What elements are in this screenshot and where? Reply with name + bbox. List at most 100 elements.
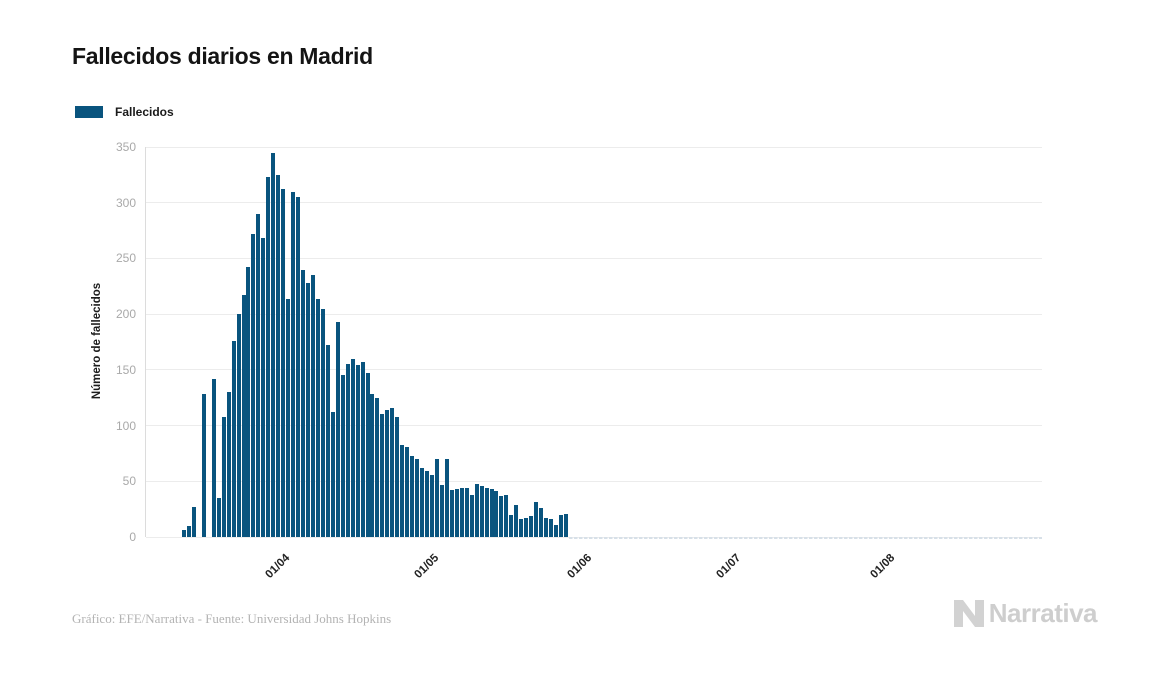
bar-13/03[interactable] xyxy=(186,526,191,537)
bar-15/04[interactable] xyxy=(350,359,355,537)
bar-26/05[interactable] xyxy=(554,525,558,537)
bar-19/03[interactable] xyxy=(216,498,221,537)
bar-05/05[interactable] xyxy=(449,490,454,537)
bar-18/03[interactable] xyxy=(211,379,216,537)
bar-12/05[interactable] xyxy=(484,488,489,537)
legend-label: Fallecidos xyxy=(115,105,174,119)
bar-22/03[interactable] xyxy=(231,341,236,537)
bar-18/04[interactable] xyxy=(365,373,370,537)
bar-28/03[interactable] xyxy=(261,238,266,537)
page-title: Fallecidos diarios en Madrid xyxy=(72,43,373,69)
x-tick-label: 01/07 xyxy=(714,552,744,581)
bar-28/04[interactable] xyxy=(415,459,420,537)
y-tick-label-300: 300 xyxy=(115,195,136,210)
x-tick-label: 01/04 xyxy=(263,552,293,581)
bar-20/04[interactable] xyxy=(375,398,380,537)
bar-08/05[interactable] xyxy=(464,488,469,537)
gridline-y-300 xyxy=(146,202,1042,204)
bar-23/04[interactable] xyxy=(390,408,395,537)
brand-logo[interactable]: Narrativa xyxy=(953,598,1098,629)
bar-12/04[interactable] xyxy=(335,322,340,537)
bar-07/04[interactable] xyxy=(310,275,315,537)
bar-25/03[interactable] xyxy=(246,267,251,537)
bar-19/05[interactable] xyxy=(519,519,524,537)
bar-25/04[interactable] xyxy=(400,445,405,537)
bar-04/05[interactable] xyxy=(444,459,449,537)
bar-24/04[interactable] xyxy=(395,417,400,537)
y-tick-label-200: 200 xyxy=(115,307,136,322)
bar-09/04[interactable] xyxy=(320,309,325,537)
bar-24/03[interactable] xyxy=(241,295,246,537)
bar-14/05[interactable] xyxy=(494,491,499,537)
bar-02/04[interactable] xyxy=(286,299,291,537)
zero-value-dashes xyxy=(568,537,1042,539)
bar-12/03[interactable] xyxy=(182,530,186,537)
bar-29/04[interactable] xyxy=(420,468,425,537)
gridline-y-100 xyxy=(146,425,1042,427)
bar-06/05[interactable] xyxy=(454,489,459,537)
bar-25/05[interactable] xyxy=(549,519,554,537)
bar-21/05[interactable] xyxy=(529,516,534,537)
gridline-y-150 xyxy=(146,369,1042,371)
bar-14/03[interactable] xyxy=(191,507,196,537)
gridline-y-200 xyxy=(146,313,1042,315)
y-tick-label-350: 350 xyxy=(115,140,136,154)
bar-03/05[interactable] xyxy=(439,485,444,537)
bar-14/04[interactable] xyxy=(345,364,350,537)
bar-21/04[interactable] xyxy=(380,414,385,537)
y-tick-label-250: 250 xyxy=(115,251,136,266)
legend-swatch-icon xyxy=(75,106,103,118)
bar-11/04[interactable] xyxy=(330,412,335,537)
bar-01/05[interactable] xyxy=(430,475,434,537)
bar-09/05[interactable] xyxy=(469,495,474,537)
bar-19/04[interactable] xyxy=(370,394,375,537)
bar-17/04[interactable] xyxy=(360,362,365,537)
legend[interactable]: Fallecidos xyxy=(75,105,174,119)
bar-29/03[interactable] xyxy=(266,177,271,537)
bar-24/05[interactable] xyxy=(544,518,549,537)
bar-20/05[interactable] xyxy=(524,518,529,537)
bar-07/05[interactable] xyxy=(459,488,464,537)
bar-27/03[interactable] xyxy=(256,214,261,537)
bar-05/04[interactable] xyxy=(301,270,306,537)
bar-16/03[interactable] xyxy=(201,394,206,537)
bar-13/05[interactable] xyxy=(489,489,494,537)
bar-20/03[interactable] xyxy=(221,417,226,537)
bar-30/04[interactable] xyxy=(425,471,430,537)
bar-03/04[interactable] xyxy=(291,192,296,537)
bar-26/04[interactable] xyxy=(405,447,410,537)
y-axis-title: Número de fallecidos xyxy=(91,282,103,400)
attribution-text: Gráfico: EFE/Narrativa - Fuente: Univers… xyxy=(72,611,392,626)
plot-area: 0 50 100 150 200 250 300 350 01/04 01/05 01/06 01/0… xyxy=(116,141,1042,581)
bar-06/04[interactable] xyxy=(306,283,310,537)
bar-23/03[interactable] xyxy=(236,314,241,537)
gridline-y-50 xyxy=(146,480,1042,482)
bar-04/04[interactable] xyxy=(296,197,301,537)
bar-18/05[interactable] xyxy=(514,505,519,537)
bar-22/04[interactable] xyxy=(385,410,390,537)
bar-30/03[interactable] xyxy=(271,153,276,537)
bar-15/05[interactable] xyxy=(499,496,504,537)
bar-10/05[interactable] xyxy=(474,484,479,537)
brand-name: Narrativa xyxy=(988,598,1098,628)
bar-23/05[interactable] xyxy=(539,508,544,537)
bar-27/05[interactable] xyxy=(558,515,563,537)
bar-08/04[interactable] xyxy=(315,299,320,537)
bar-17/05[interactable] xyxy=(509,515,514,537)
bar-11/05[interactable] xyxy=(479,486,484,537)
bar-28/05[interactable] xyxy=(563,514,568,537)
bar-01/04[interactable] xyxy=(281,189,286,537)
bar-27/04[interactable] xyxy=(410,456,415,537)
bar-13/04[interactable] xyxy=(340,375,345,537)
gridline-y-250 xyxy=(146,257,1042,259)
bar-31/03[interactable] xyxy=(276,175,281,537)
bar-16/04[interactable] xyxy=(355,365,360,537)
bar-21/03[interactable] xyxy=(226,392,231,537)
bar-16/05[interactable] xyxy=(504,495,509,537)
x-tick-label: 01/05 xyxy=(412,552,441,581)
bar-10/04[interactable] xyxy=(325,345,330,537)
bar-22/05[interactable] xyxy=(534,502,539,537)
bar-02/05[interactable] xyxy=(434,459,439,537)
bar-26/03[interactable] xyxy=(251,234,256,537)
